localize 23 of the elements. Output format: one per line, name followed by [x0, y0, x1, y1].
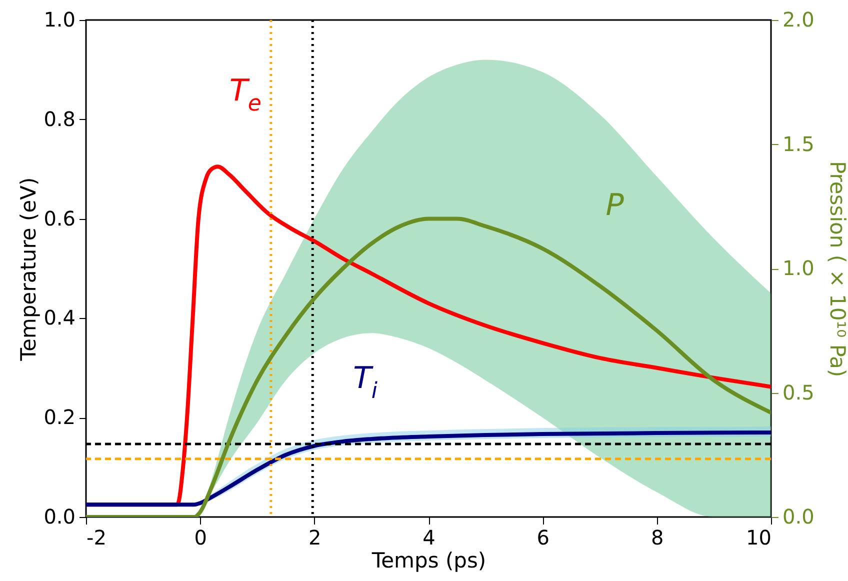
x-tick-label: 4 [422, 526, 436, 550]
x-tick-label: 2 [308, 526, 322, 550]
y2-tick-label: 1.5 [782, 132, 814, 156]
x-tick-label: 10 [746, 526, 772, 550]
line-series [86, 216, 771, 517]
x-tick-label: 6 [536, 526, 550, 550]
y2-tick-label: 2.0 [782, 8, 814, 32]
y2-tick-label: 1.0 [782, 256, 814, 280]
y-tick-label: 1.0 [44, 8, 76, 32]
y-tick-label: 0.6 [44, 206, 76, 230]
y-tick-label: 0.2 [44, 405, 76, 430]
y-tick-label: 0.4 [44, 306, 76, 330]
x-tick-label: 0 [194, 526, 208, 550]
x-tick-label: 8 [650, 526, 664, 550]
series-label: P [606, 188, 625, 223]
x-tick-label: -2 [86, 526, 106, 550]
y2-axis-title: Pression ( × 10¹⁰ Pa) [825, 160, 848, 378]
y-tick-label: 0.0 [44, 504, 76, 528]
y-axis-title: Temperature (eV) [16, 177, 41, 362]
y-tick-label: 0.8 [44, 106, 76, 131]
y2-tick-label: 0.0 [782, 504, 814, 528]
y2-tick-label: 0.5 [782, 380, 814, 404]
x-axis-title: Temps (ps) [370, 548, 486, 572]
